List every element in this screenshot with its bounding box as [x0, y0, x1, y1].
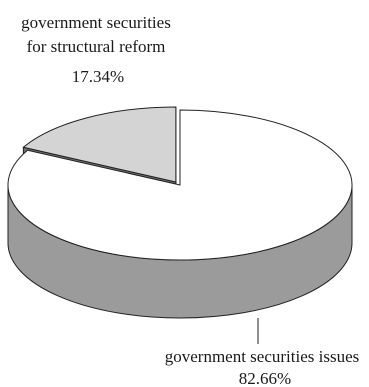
slice-label-minor-line2: for structural reform — [27, 37, 166, 56]
slice-label-minor: government securities for structural ref… — [21, 13, 171, 86]
slice-label-major-line1: government securities issues — [165, 347, 360, 366]
slice-top-major — [7, 109, 353, 261]
slice-value-minor: 17.34% — [72, 67, 124, 86]
pie-tops — [7, 106, 353, 261]
slice-label-minor-line1: government securities — [21, 13, 171, 32]
slice-value-major: 82.66% — [239, 369, 291, 387]
slice-label-major: government securities issues 82.66% — [165, 347, 360, 387]
slice-top-minor — [22, 106, 177, 183]
